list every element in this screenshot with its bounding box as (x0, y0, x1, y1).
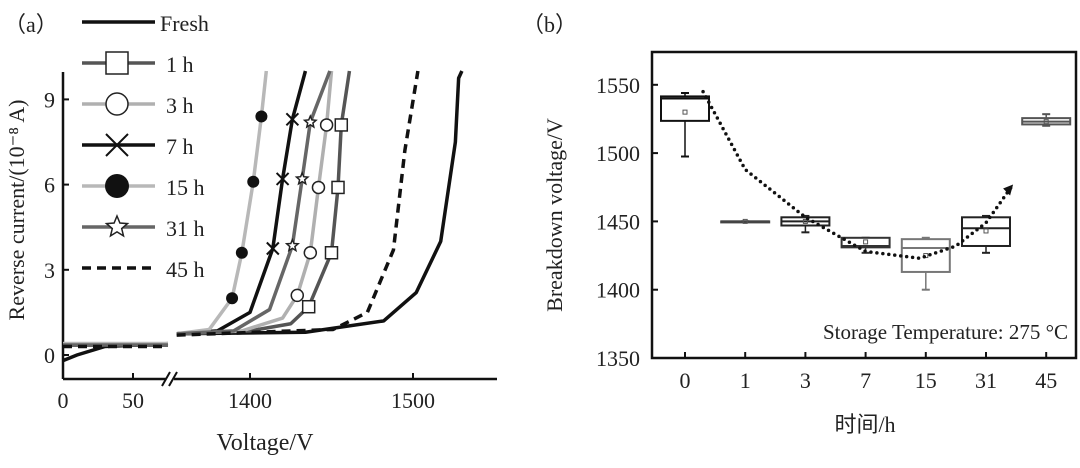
filled-circle-marker (255, 110, 268, 123)
square-marker (331, 180, 345, 195)
y-tick-label: 6 (44, 173, 55, 198)
circle-marker (290, 288, 305, 303)
trend-arrowhead (1003, 184, 1014, 196)
axis-break-mark (161, 371, 178, 387)
star-marker (284, 237, 300, 253)
legend-item: 3 h (82, 92, 194, 118)
circle-marker (303, 246, 318, 260)
circle-marker (319, 118, 334, 132)
y-tick-label: 1400 (596, 278, 640, 303)
circle-marker (105, 92, 129, 116)
star-marker (302, 114, 318, 129)
legend-item: 1 h (82, 51, 194, 77)
mean-marker (863, 239, 869, 245)
cross-marker (275, 172, 290, 186)
mean-marker (802, 218, 808, 224)
box-15h (900, 236, 951, 291)
legend-label: Fresh (160, 11, 209, 36)
series-line-high (176, 70, 352, 336)
series-line-high (176, 70, 334, 336)
y-tick-label: 9 (44, 87, 55, 112)
panel-b-label: （b） (522, 12, 577, 37)
box-45h (1021, 113, 1072, 127)
legend-label: 31 h (166, 216, 205, 241)
panel-b-axes: 1350 1400 1450 1500 1550 0 1 3 7 15 31 45 (596, 50, 1078, 393)
box-iqr (840, 236, 891, 249)
series-45h (63, 70, 420, 349)
legend-label: 45 h (166, 257, 205, 282)
legend-item: 15 h (82, 174, 205, 200)
star-marker (104, 214, 130, 238)
series-line-high (176, 70, 332, 336)
filled-circle-marker (105, 174, 129, 198)
panel-b-boxes (660, 89, 1072, 291)
x-tick-label: 7 (860, 368, 871, 393)
panel-a-label: （a） (4, 12, 58, 37)
mean-marker (1043, 119, 1049, 125)
panel-b-ylabel: Breakdown voltage/V (542, 118, 567, 312)
box-iqr (660, 95, 710, 122)
legend-item: 45 h (82, 257, 205, 282)
x-tick-label: 1 (740, 368, 751, 393)
mean-marker (983, 228, 989, 234)
series-3h (63, 70, 334, 346)
series-line-high (176, 70, 464, 336)
legend-label: 15 h (166, 175, 205, 200)
legend-item: Fresh (82, 11, 209, 36)
cross-marker (285, 112, 300, 126)
panel-a-series (62, 70, 464, 363)
square-marker (301, 299, 316, 314)
circle-marker (311, 180, 326, 195)
box-3h (780, 214, 831, 234)
x-tick-label: 3 (800, 368, 811, 393)
square-marker (324, 246, 339, 260)
x-tick-label: 50 (122, 388, 144, 413)
x-tick-label: 1500 (391, 388, 435, 413)
mean-marker (742, 218, 748, 224)
panel-a-legend: Fresh 1 h 3 h 7 h 15 h 31 h 45 h (82, 11, 209, 282)
legend-item: 31 h (82, 214, 205, 241)
legend-label: 1 h (166, 52, 194, 77)
plot-frame (650, 50, 1078, 360)
y-tick-label: 1550 (596, 73, 640, 98)
x-tick-label: 0 (58, 388, 69, 413)
filled-circle-marker (226, 292, 239, 305)
box-1h (720, 218, 771, 224)
series-line-high (176, 70, 420, 337)
panel-a-axes: 0 3 6 9 0 50 1400 1500 (44, 72, 497, 413)
x-tick-label: 45 (1035, 368, 1057, 393)
panel-a-xlabel: Voltage/V (217, 430, 315, 456)
legend-label: 3 h (166, 93, 194, 118)
y-tick-label: 1350 (596, 346, 640, 371)
x-tick-label: 31 (975, 368, 997, 393)
box-7h (840, 236, 891, 254)
y-tick-label: 1500 (596, 141, 640, 166)
panel-b-xlabel: 时间/h (834, 412, 895, 437)
legend-label: 7 h (166, 134, 194, 159)
trend-curve (701, 89, 1015, 261)
y-tick-label: 0 (44, 343, 55, 368)
x-tick-label: 0 (680, 368, 691, 393)
filled-circle-marker (235, 246, 248, 259)
cross-marker (105, 133, 129, 157)
filled-circle-marker (247, 175, 260, 188)
cross-marker (266, 241, 280, 256)
mean-marker (682, 109, 688, 115)
x-tick-label: 15 (915, 368, 937, 393)
x-tick-label: 1400 (228, 388, 272, 413)
square-marker (105, 51, 129, 75)
series-line-high (176, 70, 308, 336)
panel-a-ylabel: Reverse current/(10⁻⁸ A) (4, 100, 29, 321)
y-tick-label: 1450 (596, 209, 640, 234)
box-iqr (900, 238, 951, 273)
y-tick-label: 3 (44, 258, 55, 283)
annotation-storage-temperature: Storage Temperature: 275 °C (823, 320, 1068, 344)
series-1h (63, 70, 352, 347)
square-marker (334, 118, 349, 132)
legend-item: 7 h (82, 133, 194, 159)
star-marker (294, 170, 310, 186)
box-0h (660, 91, 710, 158)
